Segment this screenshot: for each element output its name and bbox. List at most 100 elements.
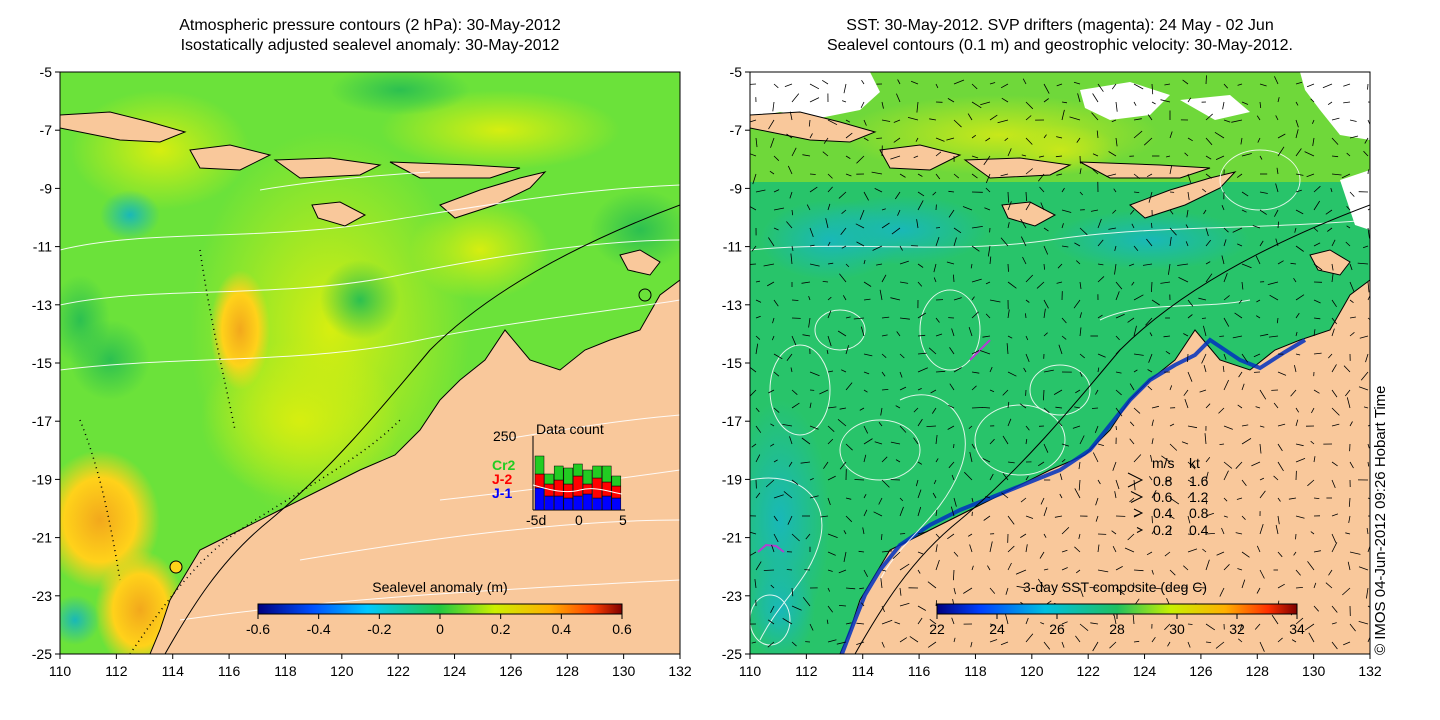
velocity-arrow — [1181, 441, 1189, 445]
velocity-arrow — [1129, 497, 1135, 503]
velocity-arrow — [953, 637, 956, 643]
velocity-arrow — [984, 207, 991, 211]
velocity-arrow — [773, 189, 780, 193]
velocity-legend-arrow-0 — [1127, 472, 1144, 488]
histogram-bar — [563, 467, 574, 485]
velocity-arrow — [1295, 569, 1301, 576]
velocity-arrow — [971, 83, 978, 90]
velocity-arrow — [1331, 239, 1336, 247]
velocity-arrow — [754, 579, 757, 589]
velocity-arrow — [1025, 115, 1032, 121]
right-ytick-label: -25 — [722, 646, 742, 662]
velocity-arrow — [1133, 369, 1138, 373]
velocity-arrow — [917, 312, 927, 319]
velocity-arrow — [1075, 635, 1081, 643]
velocity-arrow — [755, 454, 761, 463]
velocity-arrow — [1000, 237, 1009, 247]
velocity-arrow — [1111, 119, 1117, 123]
velocity-arrow — [1349, 119, 1357, 122]
velocity-arrow — [1259, 240, 1264, 247]
velocity-arrow — [1040, 202, 1045, 211]
velocity-arrow — [881, 208, 886, 211]
velocity-arrow — [1079, 227, 1088, 236]
velocity-arrow — [1218, 407, 1225, 414]
velocity-arrow — [1037, 173, 1045, 182]
velocity-arrow — [1169, 385, 1173, 391]
velocity-arrow — [1222, 101, 1225, 110]
velocity-arrow — [1205, 533, 1215, 535]
velocity-arrow — [917, 263, 924, 268]
velocity-arrow — [1022, 78, 1027, 85]
velocity-arrow — [1097, 544, 1100, 553]
velocity-arrow — [827, 335, 832, 347]
velocity-arrow — [985, 173, 991, 184]
velocity-arrow — [845, 515, 853, 523]
velocity-arrow — [899, 260, 909, 265]
velocity-arrow — [1349, 263, 1353, 271]
velocity-arrow — [1129, 421, 1135, 427]
velocity-arrow — [878, 497, 883, 505]
inset-xtick-2: 5 — [619, 512, 627, 528]
left-xtick-label: 130 — [612, 663, 636, 679]
right-ytick-label: -15 — [722, 355, 742, 371]
velocity-arrow — [1330, 187, 1333, 193]
velocity-arrow — [822, 281, 829, 283]
velocity-arrow — [917, 617, 923, 625]
velocity-arrow — [1205, 137, 1213, 146]
velocity-arrow — [1182, 79, 1189, 85]
velocity-arrow — [1203, 325, 1207, 337]
velocity-arrow — [860, 101, 865, 108]
velocity-arrow — [1325, 209, 1333, 215]
velocity-arrow — [989, 623, 995, 626]
velocity-arrow — [1346, 152, 1351, 157]
sla-map — [60, 72, 680, 654]
velocity-arrow — [1276, 317, 1279, 324]
velocity-arrow — [863, 259, 866, 265]
velocity-arrow — [899, 563, 910, 571]
velocity-arrow — [932, 191, 937, 196]
imos-credit: © IMOS 04-Jun-2012 09:26 Hobart Time — [1372, 385, 1389, 655]
velocity-arrow — [1186, 209, 1189, 218]
left-xtick-label: 128 — [556, 663, 580, 679]
velocity-arrow — [845, 443, 853, 451]
velocity-arrow — [1078, 461, 1081, 470]
velocity-arrow — [1091, 112, 1099, 121]
velocity-arrow — [1133, 407, 1141, 414]
velocity-arrow — [1295, 443, 1304, 447]
velocity-arrow — [827, 262, 834, 265]
velocity-arrow — [1223, 379, 1229, 391]
velocity-arrow — [1367, 605, 1370, 608]
velocity-arrow — [1187, 623, 1193, 625]
velocity-arrow — [967, 113, 973, 121]
velocity-arrow — [1061, 223, 1064, 229]
histogram-bar — [544, 473, 554, 485]
velocity-arrow — [948, 461, 955, 469]
velocity-arrow — [1234, 312, 1243, 319]
velocity-arrow — [1187, 173, 1192, 183]
velocity-arrow — [1097, 218, 1102, 229]
velocity-arrow — [809, 402, 812, 409]
velocity-arrow — [1205, 403, 1211, 409]
velocity-arrow — [1349, 135, 1359, 139]
sst-colorbar-tick-label: 26 — [1049, 621, 1065, 637]
velocity-arrow — [1115, 566, 1123, 571]
velocity-arrow — [962, 206, 973, 211]
velocity-arrow — [755, 335, 761, 340]
velocity-arrow — [1277, 133, 1286, 139]
velocity-arrow — [1241, 438, 1252, 445]
velocity-arrow — [1256, 545, 1261, 553]
velocity-arrow — [790, 367, 793, 373]
velocity-arrow — [1294, 365, 1297, 373]
velocity-arrow — [1129, 209, 1135, 215]
velocity-arrow — [1038, 155, 1045, 158]
velocity-arrow — [773, 299, 779, 307]
velocity-arrow — [893, 137, 901, 143]
velocity-arrow — [1146, 238, 1153, 247]
velocity-arrow — [1007, 401, 1010, 409]
velocity-arrow — [1255, 315, 1261, 319]
velocity-arrow — [1161, 455, 1171, 463]
velocity-arrow — [784, 83, 793, 87]
velocity-arrow — [1241, 281, 1244, 290]
velocity-arrow — [1310, 98, 1315, 103]
velocity-arrow — [968, 326, 973, 337]
